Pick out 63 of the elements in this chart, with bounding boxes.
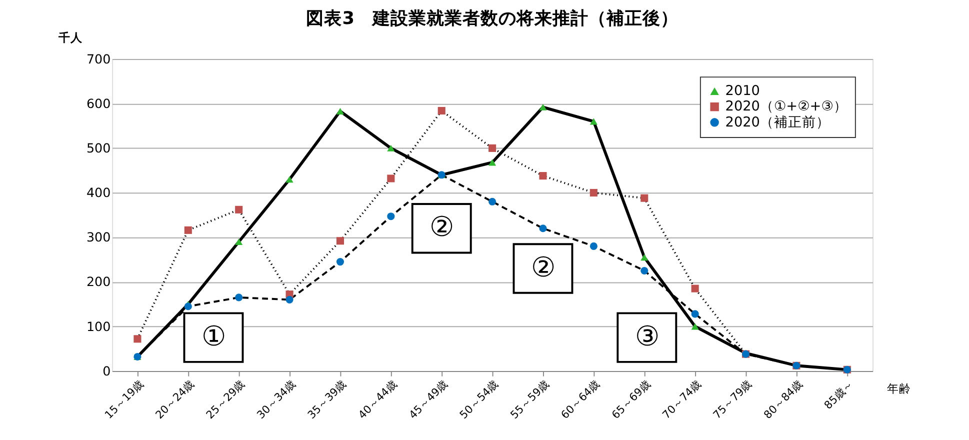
legend-label: 2020（補正前） [725, 114, 830, 130]
annotation: ② [530, 252, 555, 284]
y-tick-label: 700 [86, 51, 111, 66]
annotation: ② [430, 212, 454, 244]
point [184, 226, 192, 234]
x-tick-label: 25～29歳 [204, 377, 248, 422]
legend-label: 2010 [725, 83, 760, 100]
y-tick-label: 100 [86, 318, 111, 334]
x-tick-label: 55～59歳 [508, 377, 552, 422]
point [590, 118, 598, 125]
point [387, 174, 395, 182]
point [691, 310, 699, 318]
x-tick-label: 80～84歳 [761, 377, 806, 422]
x-tick-label: 30～34歳 [254, 377, 298, 422]
legend-label: 2020（①+②+③） [725, 98, 848, 115]
point [336, 258, 344, 266]
point [640, 254, 648, 261]
point [640, 266, 648, 274]
point [539, 104, 547, 110]
y-tick-label: 500 [86, 140, 111, 156]
point [336, 237, 344, 245]
point [387, 144, 395, 152]
y-tick-label: 300 [86, 230, 111, 245]
point [488, 159, 496, 166]
point [590, 242, 598, 250]
point [438, 106, 446, 115]
point [336, 108, 344, 114]
point [640, 194, 648, 202]
point [387, 212, 395, 220]
annotation: ① [201, 321, 226, 352]
point [691, 323, 699, 330]
x-tick-label: 20～24歳 [152, 377, 197, 422]
point [235, 294, 243, 302]
x-tick-label: 35～39歳 [304, 377, 350, 422]
point [134, 335, 142, 343]
point [184, 302, 192, 310]
y-tick-label: 600 [86, 96, 111, 111]
x-tick-label: 15～19歳 [102, 377, 146, 422]
point [539, 172, 547, 180]
point [286, 176, 294, 183]
x-tick-label: 45～49歳 [406, 377, 450, 422]
y-axis-title: 千人 [57, 30, 84, 44]
point [235, 238, 243, 246]
x-tick-label: 50～54歳 [457, 377, 502, 422]
x-axis-title: 年齢 [887, 381, 912, 396]
chart-title: 図表3 建設業就業者数の将来推計（補正後） [306, 8, 678, 29]
annotation: ③ [634, 321, 659, 352]
point [286, 296, 294, 304]
point [235, 206, 243, 214]
x-tick-label: 85歳～ [822, 377, 856, 412]
point [590, 188, 598, 197]
x-tick-label: 60～64歳 [558, 377, 602, 422]
x-tick-label: 75～79歳 [710, 377, 755, 422]
point [539, 224, 547, 232]
point [488, 144, 496, 152]
x-tick-label: 70～74歳 [660, 377, 704, 422]
x-tick-label: 40～44歳 [356, 377, 400, 422]
point [691, 284, 699, 292]
y-tick-label: 0 [102, 363, 111, 378]
x-tick-label: 65～69歳 [609, 377, 654, 422]
y-tick-label: 200 [86, 274, 111, 290]
y-tick-label: 400 [86, 185, 111, 200]
point [488, 198, 496, 206]
